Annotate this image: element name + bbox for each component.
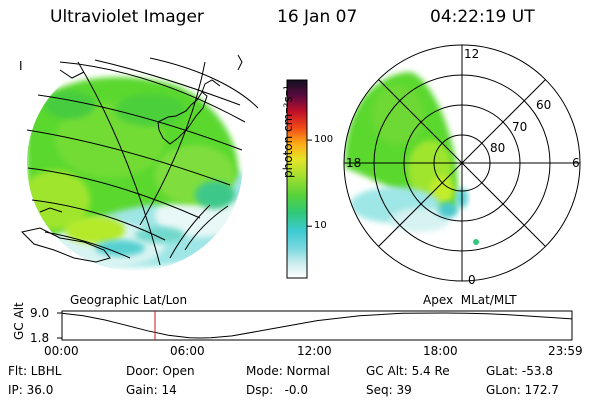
observation-date: 16 Jan 07 [277,7,358,27]
colorbar-unit-label: photon cm⁻²s⁻¹ [281,85,295,178]
geographic-caption: Geographic Lat/Lon [70,293,188,307]
mlat-label-80: 80 [490,141,506,155]
altitude-plot [57,310,573,341]
mlt-label-6: 6 [572,156,580,170]
status-glon: GLon: 172.7 [486,383,559,397]
y-tick-1-8: 1.8 [30,331,50,345]
status-door: Door: Open [126,364,195,378]
altitude-series-line [61,312,573,339]
x-tick-06-00: 06:00 [170,344,205,358]
colorbar-label-10: 10 [314,220,327,232]
y-tick-9: 9.0 [30,306,50,320]
status-mode: Mode: Normal [246,364,330,378]
geographic-image [21,54,259,271]
mlat-label-70: 70 [512,120,528,134]
x-tick-00-00: 00:00 [44,344,79,358]
x-tick-18-00: 18:00 [423,344,458,358]
geo-corner-mark: I [19,59,23,73]
apex-caption: Apex MLat/MLT [423,293,517,307]
x-tick-12-00: 12:00 [297,344,332,358]
status-glat: GLat: -53.8 [486,364,553,378]
mlt-label-0: 0 [468,273,476,287]
observation-time: 04:22:19 UT [430,7,535,27]
instrument-title: Ultraviolet Imager [50,7,204,27]
status-seq: Seq: 39 [366,383,412,397]
status-gc-alt: GC Alt: 5.4 Re [366,364,450,378]
status-dsp: Dsp: -0.0 [246,383,309,397]
x-tick-23-59: 23:59 [548,344,583,358]
mlt-label-18: 18 [346,156,362,170]
status-ip: IP: 36.0 [8,383,54,397]
polar-image [343,44,581,282]
mlat-label-60: 60 [536,98,552,112]
color-bar [286,79,312,279]
status-filter: Flt: LBHL [8,364,62,378]
status-gain: Gain: 14 [126,383,177,397]
y-axis-label: GC Alt [12,302,26,340]
colorbar-label-100: 100 [314,134,334,146]
mlt-label-12: 12 [464,47,480,61]
plot-frame [61,310,573,341]
